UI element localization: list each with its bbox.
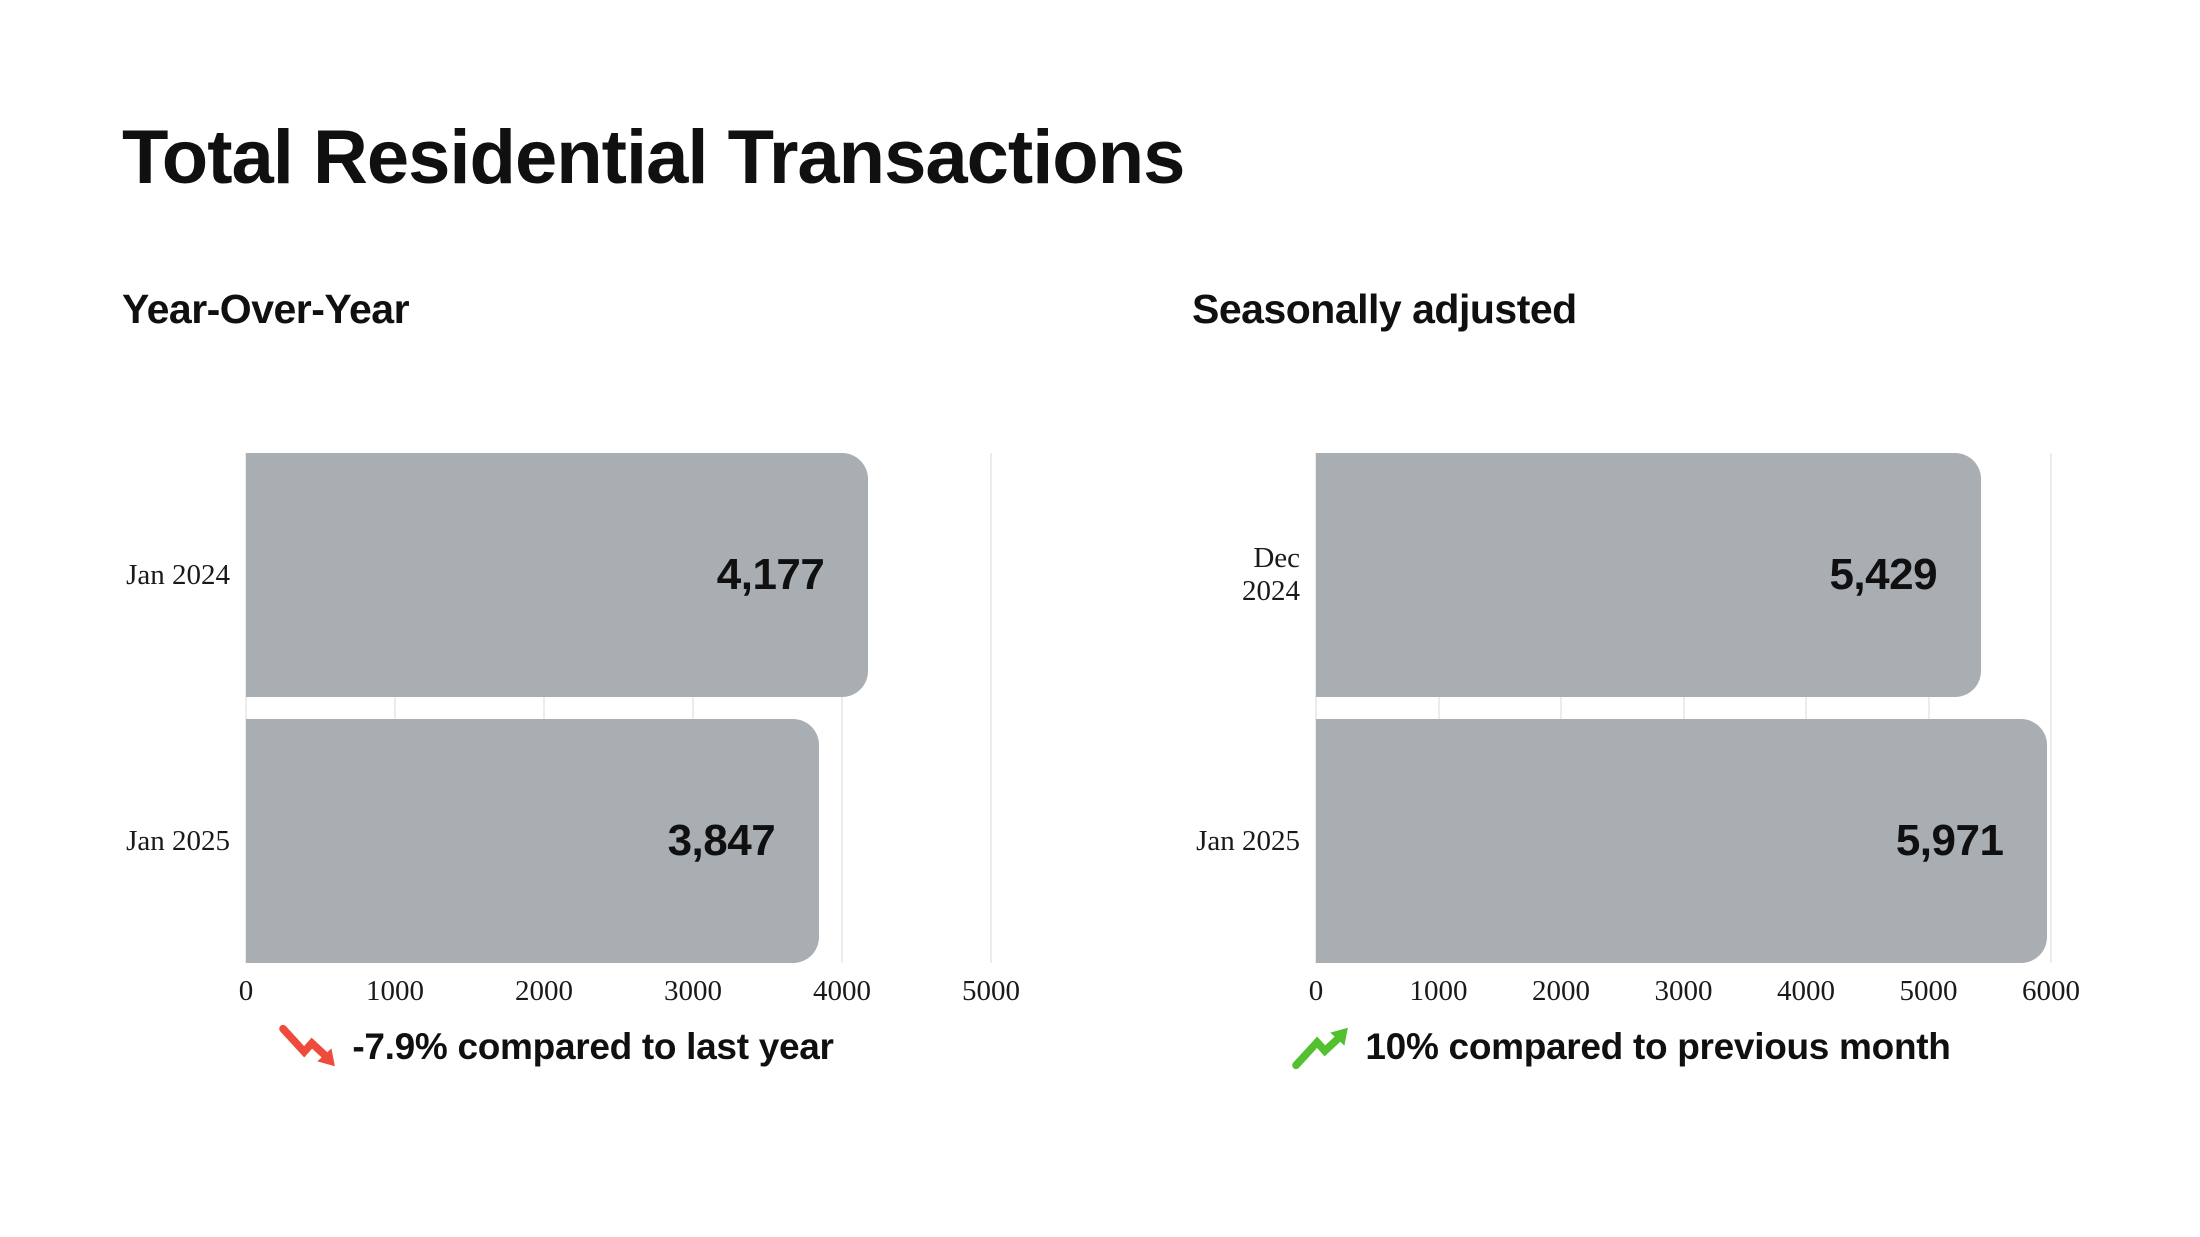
bar: 3,847: [246, 719, 820, 964]
bar: 4,177: [246, 453, 869, 698]
bar: 5,971: [1316, 719, 2048, 964]
gridline: [1927, 453, 1930, 964]
bar-track: 3,847: [246, 719, 991, 964]
gridline: [543, 453, 545, 964]
page-title: Total Residential Transactions: [122, 115, 1185, 200]
x-axis-tick-label: 1000: [366, 975, 424, 1008]
bar-row: Jan 2024 4,177: [122, 453, 991, 698]
x-axis: 0 1000 2000 3000 4000 5000 6000: [1309, 963, 2080, 1009]
gridline: [2050, 453, 2052, 964]
bar-row: Dec 2024 5,429: [1192, 453, 2051, 698]
bar-chart-seasonal: Dec 2024 5,429 Jan 2025 5,971 0 1000 2000 3000…: [1192, 453, 2080, 1009]
category-label: Jan 2024: [126, 558, 230, 591]
x-axis-tick-label: 5000: [1899, 975, 1958, 1008]
bar-chart-yoy: Jan 2024 4,177 Jan 2025 3,847 0 1000 2000 3000…: [122, 453, 1020, 1009]
x-axis-tick-label: 1000: [1409, 975, 1468, 1008]
trend-annotation-yoy: -7.9% compared to last year: [122, 1023, 991, 1071]
bar-rows: Jan 2024 4,177 Jan 2025 3,847: [122, 453, 991, 964]
gridline: [1437, 453, 1440, 964]
x-axis-tick-label: 4000: [813, 975, 871, 1008]
category-label: Dec 2024: [1242, 542, 1300, 608]
bar-value-label: 4,177: [716, 550, 825, 600]
chart-panel-seasonally-adjusted: Seasonally adjusted Dec 2024 5,429 Jan 202…: [1192, 286, 2080, 1071]
gridline: [990, 453, 992, 964]
gridline-group: [245, 453, 992, 964]
gridline: [1682, 453, 1685, 964]
bar-track: 5,429: [1316, 453, 2051, 698]
x-axis-tick-label: 3000: [1654, 975, 1713, 1008]
trend-text-yoy: -7.9% compared to last year: [352, 1026, 834, 1068]
bar-row: Jan 2025 3,847: [122, 719, 991, 964]
x-axis: 0 1000 2000 3000 4000 5000: [239, 963, 1020, 1009]
bar-rows: Dec 2024 5,429 Jan 2025 5,971: [1192, 453, 2051, 964]
category-label: Jan 2025: [1196, 824, 1300, 857]
x-axis-tick-label: 2000: [1532, 975, 1590, 1008]
gridline: [1805, 453, 1807, 964]
gridline-group: [1315, 453, 2052, 964]
gridline: [841, 453, 843, 964]
bar-value-label: 5,971: [1895, 816, 2004, 866]
gridline: [1560, 453, 1562, 964]
gridline: [1315, 453, 1317, 964]
bar-row: Jan 2025 5,971: [1192, 719, 2051, 964]
x-axis-tick-label: 4000: [1777, 975, 1835, 1008]
bar-track: 5,971: [1316, 719, 2051, 964]
trend-up-arrow-icon: [1292, 1023, 1350, 1071]
trend-down-arrow-icon: [279, 1023, 337, 1071]
bar-track: 4,177: [246, 453, 991, 698]
category-label: Jan 2025: [126, 824, 230, 857]
chart-subtitle-yoy: Year-Over-Year: [122, 286, 410, 332]
bar-value-label: 5,429: [1829, 550, 1938, 600]
x-axis-tick-label: 3000: [664, 975, 722, 1008]
trend-text-seasonal: 10% compared to previous month: [1365, 1026, 1951, 1068]
bar: 5,429: [1316, 453, 1982, 698]
x-axis-tick-label: 5000: [962, 975, 1020, 1008]
bar-value-label: 3,847: [667, 816, 776, 866]
gridline: [394, 453, 396, 964]
chart-panel-year-over-year: Year-Over-Year Jan 2024 4,177 Jan 2025 3,84…: [122, 286, 1020, 1071]
gridline: [692, 453, 694, 964]
x-axis-tick-label: 0: [238, 975, 254, 1008]
x-axis-tick-label: 2000: [515, 975, 573, 1008]
x-axis-tick-label: 0: [1308, 975, 1324, 1008]
x-axis-tick-label: 6000: [2022, 975, 2080, 1008]
gridline: [245, 453, 247, 964]
trend-annotation-seasonal: 10% compared to previous month: [1192, 1023, 2051, 1071]
chart-subtitle-seasonal: Seasonally adjusted: [1192, 286, 1577, 332]
